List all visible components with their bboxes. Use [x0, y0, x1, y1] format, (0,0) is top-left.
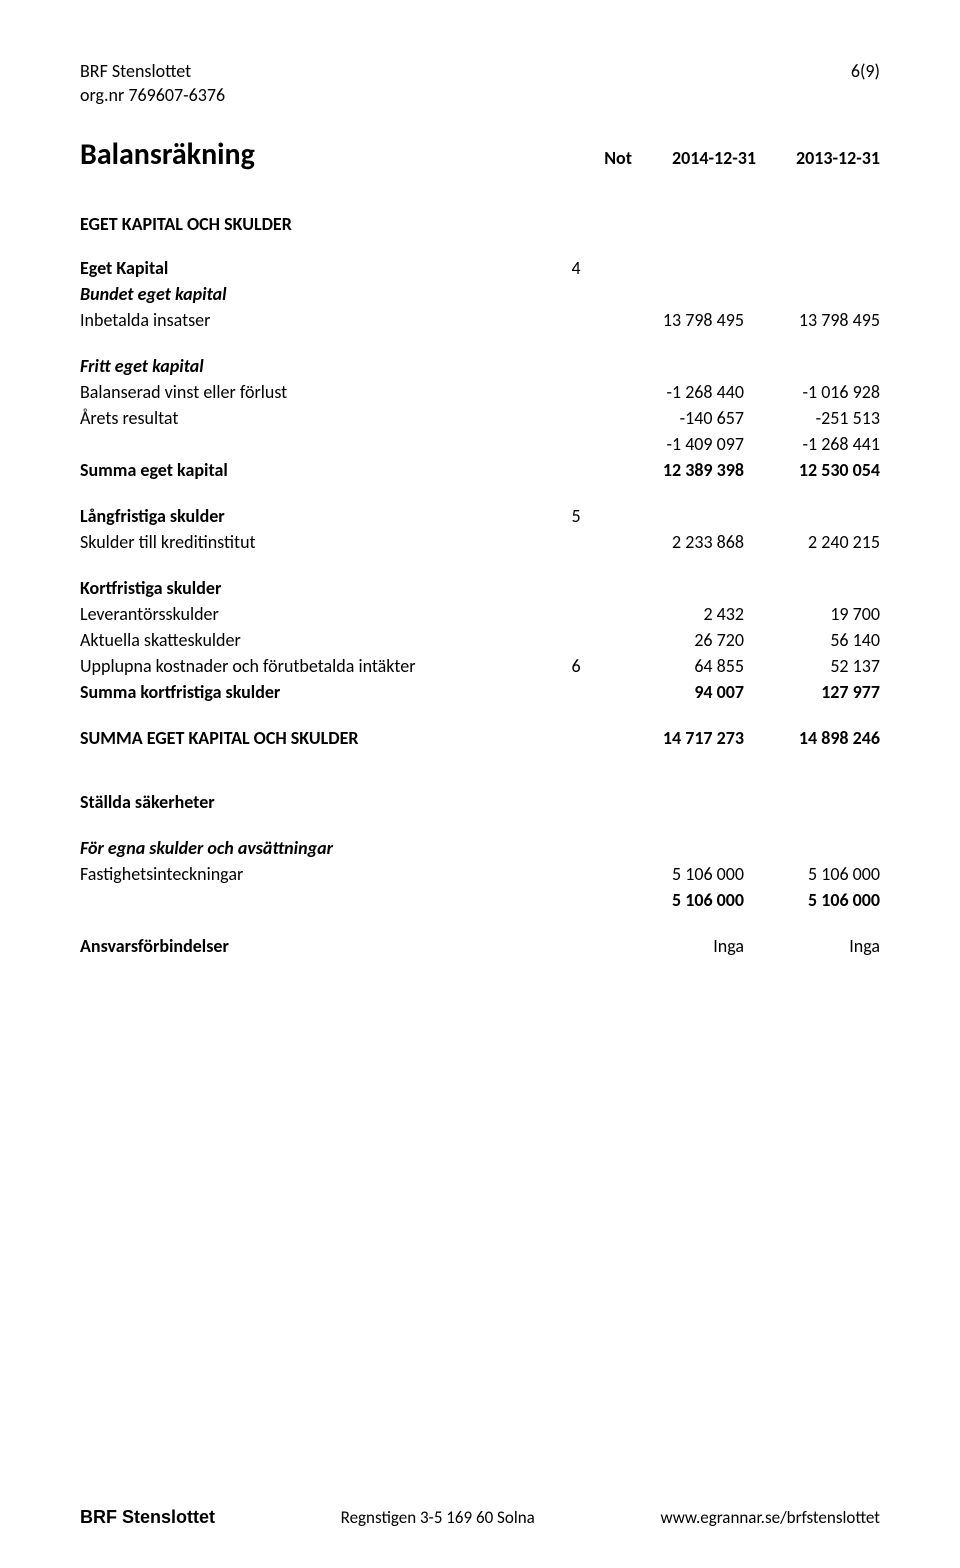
table-row: 5 106 000 5 106 000 — [80, 887, 880, 913]
label-upplupna: Upplupna kostnader och förutbetalda intä… — [80, 653, 544, 679]
company-name: BRF Stenslottet — [80, 60, 191, 82]
label-kreditinstitut: Skulder till kreditinstitut — [80, 529, 544, 555]
org-number: org.nr 769607-6376 — [80, 84, 880, 106]
value-cell: 94 007 — [608, 679, 744, 705]
page-title: Balansräkning — [80, 136, 255, 173]
value-cell: Inga — [608, 933, 744, 959]
label-ansvar: Ansvarsförbindelser — [80, 933, 544, 959]
table-row: Leverantörsskulder 2 432 19 700 — [80, 601, 880, 627]
value-cell: 5 106 000 — [608, 861, 744, 887]
value-cell: 12 389 398 — [608, 457, 744, 483]
footer-brand: BRF Stenslottet — [80, 1507, 215, 1528]
label-langfristiga: Långfristiga skulder — [80, 503, 544, 529]
table-row: Årets resultat -140 657 -251 513 — [80, 405, 880, 431]
table-row: Inbetalda insatser 13 798 495 13 798 495 — [80, 307, 880, 333]
label-fastighet: Fastighetsinteckningar — [80, 861, 544, 887]
table-row: Fastighetsinteckningar 5 106 000 5 106 0… — [80, 861, 880, 887]
value-cell: 52 137 — [744, 653, 880, 679]
value-cell: -1 016 928 — [744, 379, 880, 405]
footer-address: Regnstigen 3-5 169 60 Solna — [341, 1507, 535, 1528]
label-summa-total: SUMMA EGET KAPITAL OCH SKULDER — [80, 725, 544, 751]
table-row: SUMMA EGET KAPITAL OCH SKULDER 14 717 27… — [80, 725, 880, 751]
value-cell: 64 855 — [608, 653, 744, 679]
footer-url: www.egrannar.se/brfstenslottet — [660, 1507, 880, 1528]
value-cell: 13 798 495 — [744, 307, 880, 333]
label-summa-eget: Summa eget kapital — [80, 457, 544, 483]
table-row: Summa kortfristiga skulder 94 007 127 97… — [80, 679, 880, 705]
balance-table: Eget Kapital 4 Bundet eget kapital Inbet… — [80, 255, 880, 959]
value-cell: 12 530 054 — [744, 457, 880, 483]
value-cell: 14 898 246 — [744, 725, 880, 751]
value-cell: 5 106 000 — [608, 887, 744, 913]
label-inbetalda: Inbetalda insatser — [80, 307, 544, 333]
table-row: -1 409 097 -1 268 441 — [80, 431, 880, 457]
label-skatteskulder: Aktuella skatteskulder — [80, 627, 544, 653]
section-eget-kapital-skulder: EGET KAPITAL OCH SKULDER — [80, 213, 880, 235]
value-cell: 13 798 495 — [608, 307, 744, 333]
value-cell: Inga — [744, 933, 880, 959]
page-indicator: 6(9) — [851, 60, 880, 82]
value-cell: -251 513 — [744, 405, 880, 431]
value-cell: 2 240 215 — [744, 529, 880, 555]
value-cell: -1 268 440 — [608, 379, 744, 405]
value-cell: 2 233 868 — [608, 529, 744, 555]
table-row: Upplupna kostnader och förutbetalda intä… — [80, 653, 880, 679]
value-cell: 56 140 — [744, 627, 880, 653]
table-row: Långfristiga skulder 5 — [80, 503, 880, 529]
label-leverantor: Leverantörsskulder — [80, 601, 544, 627]
table-row: Bundet eget kapital — [80, 281, 880, 307]
value-cell: 5 106 000 — [744, 861, 880, 887]
table-row: Aktuella skatteskulder 26 720 56 140 — [80, 627, 880, 653]
table-row: Ansvarsförbindelser Inga Inga — [80, 933, 880, 959]
table-row: Summa eget kapital 12 389 398 12 530 054 — [80, 457, 880, 483]
value-cell: -1 268 441 — [744, 431, 880, 457]
date-column-2: 2013-12-31 — [796, 147, 880, 169]
label-balanserad: Balanserad vinst eller förlust — [80, 379, 544, 405]
table-row: Balanserad vinst eller förlust -1 268 44… — [80, 379, 880, 405]
label-fritt: Fritt eget kapital — [80, 353, 544, 379]
label-foregna: För egna skulder och avsättningar — [80, 835, 544, 861]
table-row: Kortfristiga skulder — [80, 575, 880, 601]
date-column-1: 2014-12-31 — [672, 147, 756, 169]
value-cell: 127 977 — [744, 679, 880, 705]
page-footer: BRF Stenslottet Regnstigen 3-5 169 60 So… — [80, 1507, 880, 1528]
label-kortfristiga: Kortfristiga skulder — [80, 575, 544, 601]
label-arets: Årets resultat — [80, 405, 544, 431]
table-row: Ställda säkerheter — [80, 789, 880, 815]
table-row: Fritt eget kapital — [80, 353, 880, 379]
label-eget-kapital: Eget Kapital — [80, 255, 544, 281]
label-stallda: Ställda säkerheter — [80, 789, 544, 815]
table-row: För egna skulder och avsättningar — [80, 835, 880, 861]
label-summa-kort: Summa kortfristiga skulder — [80, 679, 544, 705]
table-row: Eget Kapital 4 — [80, 255, 880, 281]
table-row: Skulder till kreditinstitut 2 233 868 2 … — [80, 529, 880, 555]
note-cell: 5 — [544, 503, 608, 529]
value-cell: 19 700 — [744, 601, 880, 627]
value-cell: 14 717 273 — [608, 725, 744, 751]
value-cell: 5 106 000 — [744, 887, 880, 913]
label-bundet: Bundet eget kapital — [80, 281, 544, 307]
value-cell: 26 720 — [608, 627, 744, 653]
value-cell: -1 409 097 — [608, 431, 744, 457]
value-cell: 2 432 — [608, 601, 744, 627]
note-cell: 4 — [544, 255, 608, 281]
note-column-header: Not — [604, 147, 632, 169]
value-cell: -140 657 — [608, 405, 744, 431]
note-cell: 6 — [544, 653, 608, 679]
